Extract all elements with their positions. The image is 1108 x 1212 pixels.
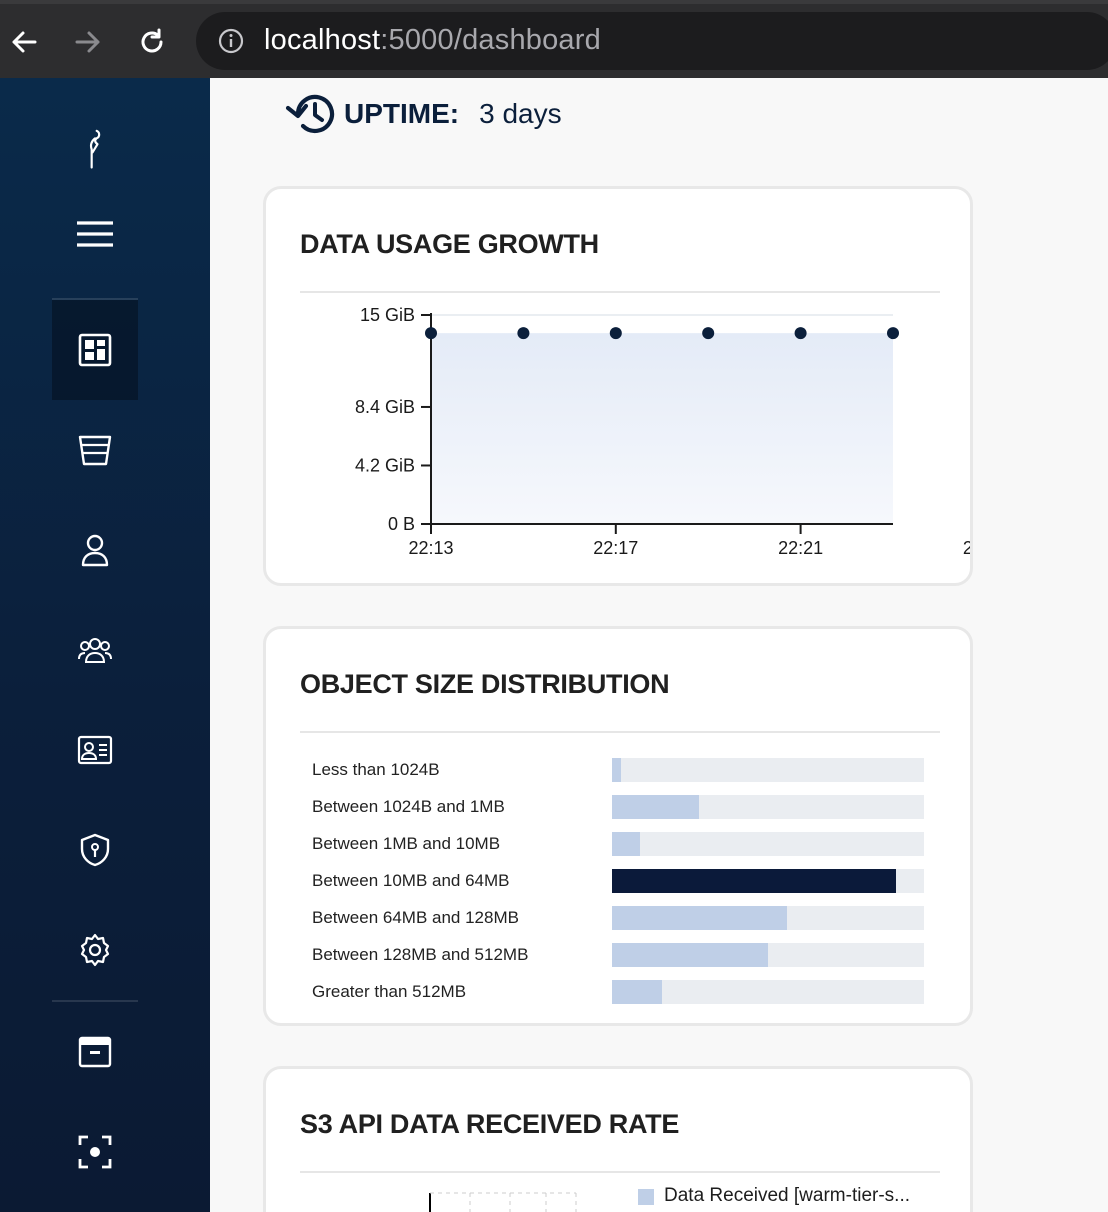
distribution-label: Between 10MB and 64MB	[312, 871, 510, 890]
x-tick-label: 22:25	[963, 538, 970, 558]
card-divider	[300, 731, 940, 733]
sidebar-item-users[interactable]	[52, 500, 138, 600]
distribution-row: Between 64MB and 128MB	[312, 906, 932, 930]
sidebar-item-buckets[interactable]	[52, 400, 138, 500]
distribution-label: Between 64MB and 128MB	[312, 908, 519, 927]
distribution-row: Less than 1024B	[312, 758, 932, 782]
data-usage-card: DATA USAGE GROWTH 0 B 4.2 GiB 8.4 GiB 15 Gi…	[263, 186, 973, 586]
gear-icon	[80, 933, 110, 967]
sidebar-item-policies[interactable]	[52, 800, 138, 900]
url-host: localhost	[264, 24, 381, 56]
user-icon	[81, 534, 109, 567]
distribution-row: Between 128MB and 512MB	[312, 943, 932, 967]
distribution-bar[interactable]	[612, 832, 641, 856]
id-card-icon	[77, 735, 113, 765]
y-tick-label: 15 GiB	[360, 305, 415, 325]
distribution-track	[612, 795, 924, 819]
distribution-label: Between 1024B and 1MB	[312, 797, 505, 816]
browser-toolbar: localhost:5000/dashboard	[0, 0, 1108, 78]
card-title: DATA USAGE GROWTH	[300, 229, 599, 259]
data-point	[425, 327, 437, 340]
reload-icon	[141, 28, 163, 53]
usage-area	[431, 333, 893, 524]
distribution-track	[612, 869, 924, 893]
usage-chart: 0 B 4.2 GiB 8.4 GiB 15 GiB 22:13 22:17 22:21 22…	[355, 305, 970, 558]
legend-swatch	[638, 1189, 654, 1205]
legend-label: Data Received [warm-tier-s...	[664, 1185, 911, 1206]
distribution-bar[interactable]	[612, 906, 787, 930]
uptime-indicator: UPTIME: 3 days	[284, 88, 562, 140]
forward-button[interactable]	[68, 22, 108, 62]
distribution-track	[612, 906, 924, 930]
distribution-row: Between 10MB and 64MB	[312, 869, 932, 893]
sidebar-divider	[52, 1000, 138, 1002]
card-divider	[300, 1171, 940, 1173]
dashboard-icon	[78, 333, 112, 367]
distribution-bar[interactable]	[612, 758, 622, 782]
data-point	[702, 327, 715, 340]
forward-arrow-icon	[75, 31, 100, 53]
sidebar-divider	[52, 298, 138, 300]
distribution-label: Greater than 512MB	[312, 982, 467, 1001]
sidebar-item-settings[interactable]	[52, 900, 138, 1000]
archive-icon	[78, 1036, 112, 1068]
sidebar	[0, 78, 210, 1212]
data-point	[794, 327, 807, 340]
back-button[interactable]	[4, 22, 44, 62]
distribution-label: Between 128MB and 512MB	[312, 945, 529, 964]
y-tick-label: 4.2 GiB	[355, 455, 415, 475]
distribution-row: Between 1024B and 1MB	[312, 795, 932, 819]
distribution-label: Between 1MB and 10MB	[312, 834, 501, 853]
sidebar-item-groups[interactable]	[52, 600, 138, 700]
sidebar-item-tiers[interactable]	[52, 1002, 138, 1102]
focus-icon	[78, 1135, 112, 1169]
url-path: :5000/dashboard	[380, 24, 601, 56]
object-size-card: OBJECT SIZE DISTRIBUTION Less than 1024B…	[263, 626, 973, 1026]
x-tick-label: 22:21	[778, 538, 823, 558]
address-bar[interactable]: localhost:5000/dashboard	[196, 12, 1108, 70]
y-tick-label: 8.4 GiB	[355, 397, 415, 417]
s3-received-card: S3 API DATA RECEIVED RATE Data Received …	[263, 1066, 973, 1212]
x-tick-label: 22:17	[593, 538, 638, 558]
sidebar-logo[interactable]	[52, 100, 138, 200]
distribution-bar[interactable]	[612, 795, 700, 819]
info-icon[interactable]	[218, 28, 244, 54]
url-text: localhost:5000/dashboard	[264, 24, 601, 57]
minio-bird-icon	[89, 129, 101, 169]
card-title: S3 API DATA RECEIVED RATE	[300, 1109, 680, 1139]
distribution-bar[interactable]	[612, 869, 896, 893]
data-point	[887, 327, 899, 340]
sidebar-menu-toggle[interactable]	[52, 184, 138, 284]
uptime-value: 3 days	[479, 98, 562, 129]
data-point	[609, 327, 622, 340]
x-tick-label: 22:13	[408, 538, 453, 558]
uptime-label: UPTIME:	[344, 98, 460, 129]
sidebar-item-service-accounts[interactable]	[52, 700, 138, 800]
distribution-label: Less than 1024B	[312, 760, 440, 779]
reload-button[interactable]	[132, 22, 172, 62]
hamburger-icon	[77, 221, 113, 247]
distribution-bar[interactable]	[612, 980, 662, 1004]
sidebar-item-monitoring[interactable]	[52, 1102, 138, 1202]
bucket-icon	[78, 435, 112, 466]
distribution-track	[612, 943, 924, 967]
distribution-bar[interactable]	[612, 943, 768, 967]
card-title: OBJECT SIZE DISTRIBUTION	[300, 669, 670, 699]
distribution-track	[612, 980, 924, 1004]
back-arrow-icon	[12, 31, 37, 53]
distribution-row: Greater than 512MB	[312, 980, 932, 1004]
y-tick-label: 0 B	[388, 514, 415, 534]
card-divider	[300, 291, 940, 293]
s3-chart-grid	[429, 1192, 577, 1212]
distribution-track	[612, 758, 924, 782]
shield-icon	[80, 833, 110, 867]
sidebar-item-dashboard[interactable]	[52, 300, 138, 400]
data-point	[517, 327, 530, 340]
distribution-row: Between 1MB and 10MB	[312, 832, 932, 856]
history-icon	[285, 94, 335, 134]
group-icon	[78, 638, 112, 663]
distribution-track	[612, 832, 924, 856]
